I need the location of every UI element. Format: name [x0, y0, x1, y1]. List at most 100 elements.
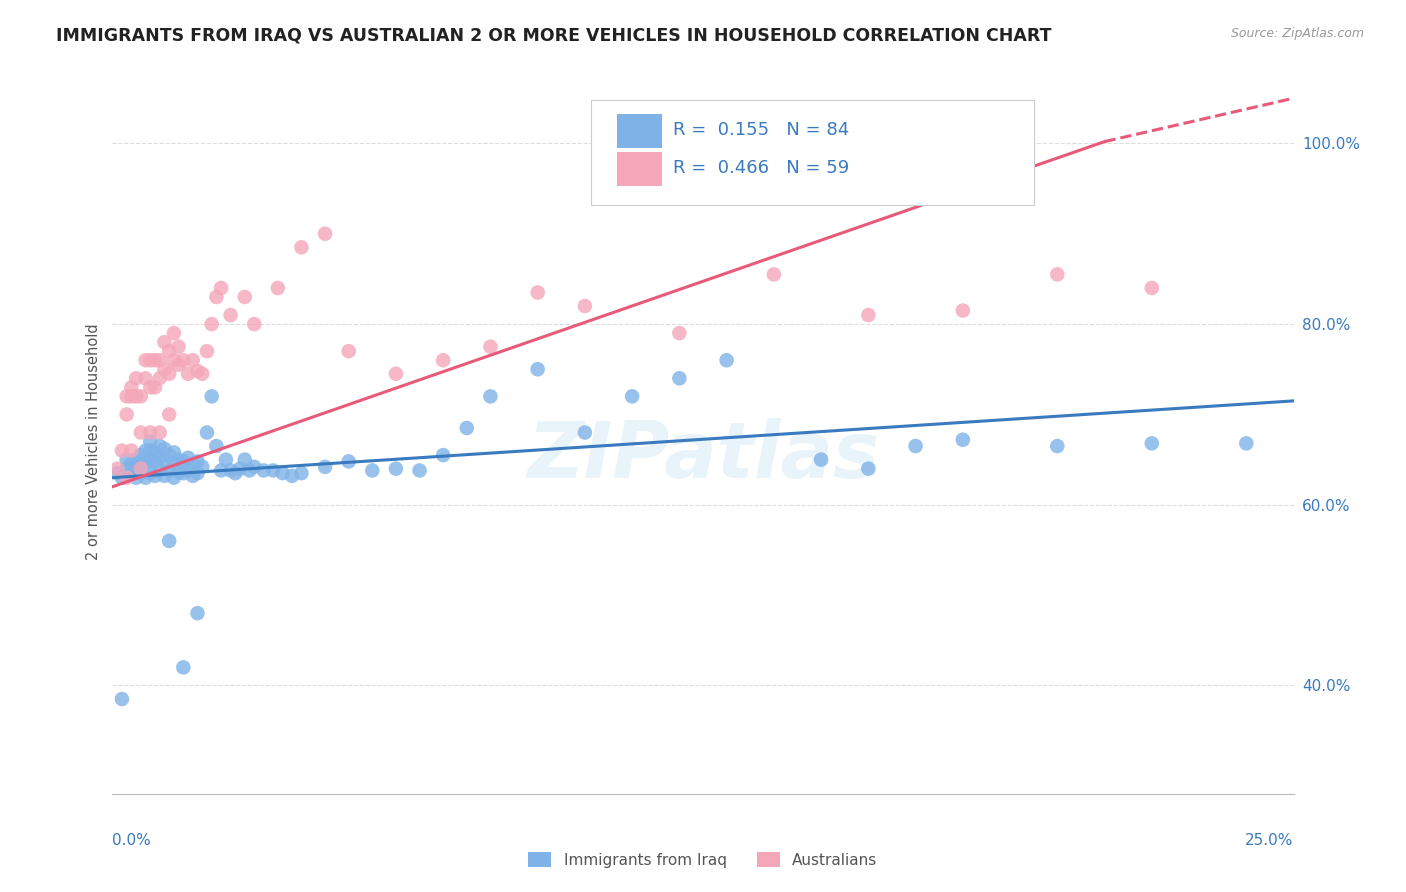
Point	[186, 606, 208, 620]
Point	[337, 344, 360, 359]
Point	[1140, 281, 1163, 295]
Point	[125, 371, 148, 385]
Point	[243, 317, 266, 331]
Point	[172, 466, 194, 480]
Point	[191, 367, 214, 381]
Point	[668, 326, 690, 340]
Point	[337, 454, 360, 468]
Point	[135, 353, 157, 368]
Point	[229, 461, 252, 475]
Point	[195, 344, 218, 359]
Point	[139, 452, 162, 467]
Point	[139, 353, 162, 368]
Point	[762, 268, 785, 282]
Point	[181, 468, 204, 483]
Point	[201, 317, 224, 331]
Point	[143, 445, 166, 459]
Point	[115, 471, 138, 485]
Point	[262, 463, 284, 477]
Point	[526, 285, 548, 300]
Point	[143, 454, 166, 468]
Point	[129, 461, 152, 475]
Point	[314, 459, 336, 474]
Point	[621, 389, 644, 403]
Point	[135, 471, 157, 485]
Point	[153, 454, 176, 468]
Point	[163, 326, 186, 340]
Point	[120, 466, 142, 480]
Point	[115, 452, 138, 467]
Point	[191, 459, 214, 474]
Point	[267, 281, 290, 295]
Point	[125, 471, 148, 485]
Text: ZIPatlas: ZIPatlas	[527, 417, 879, 493]
Point	[111, 692, 134, 706]
Point	[526, 362, 548, 376]
Point	[1046, 439, 1069, 453]
Point	[111, 443, 134, 458]
Point	[135, 457, 157, 471]
Point	[143, 353, 166, 368]
Point	[177, 450, 200, 465]
Text: Source: ZipAtlas.com: Source: ZipAtlas.com	[1230, 27, 1364, 40]
Point	[149, 371, 172, 385]
Point	[858, 461, 880, 475]
Point	[858, 308, 880, 322]
Point	[215, 452, 238, 467]
Point	[219, 463, 242, 477]
Point	[153, 362, 176, 376]
Point	[149, 353, 172, 368]
Point	[574, 299, 596, 313]
Point	[163, 471, 186, 485]
Point	[157, 448, 180, 462]
Point	[172, 454, 194, 468]
Point	[385, 461, 408, 475]
Point	[157, 344, 180, 359]
Point	[163, 457, 186, 471]
Point	[209, 463, 232, 477]
Point	[456, 421, 478, 435]
Point	[186, 466, 208, 480]
Point	[139, 380, 162, 394]
Point	[139, 434, 162, 449]
Point	[135, 443, 157, 458]
Point	[129, 457, 152, 471]
Point	[111, 471, 134, 485]
Point	[243, 459, 266, 474]
Point	[167, 452, 190, 467]
Point	[149, 425, 172, 440]
Point	[120, 380, 142, 394]
Point	[143, 380, 166, 394]
Point	[904, 439, 927, 453]
Point	[163, 445, 186, 459]
FancyBboxPatch shape	[617, 152, 662, 186]
Point	[172, 660, 194, 674]
Point	[153, 335, 176, 350]
Point	[177, 367, 200, 381]
Point	[281, 468, 304, 483]
Point	[186, 364, 208, 378]
Point	[153, 468, 176, 483]
Point	[149, 450, 172, 465]
Point	[149, 463, 172, 477]
Point	[143, 468, 166, 483]
Point	[129, 425, 152, 440]
Point	[479, 389, 502, 403]
Point	[153, 442, 176, 456]
Point	[157, 367, 180, 381]
Point	[574, 425, 596, 440]
Point	[432, 448, 454, 462]
Point	[385, 367, 408, 381]
Point	[129, 389, 152, 403]
Point	[115, 408, 138, 422]
Point	[314, 227, 336, 241]
Point	[157, 463, 180, 477]
Point	[139, 466, 162, 480]
Point	[115, 461, 138, 475]
Point	[115, 389, 138, 403]
Point	[233, 452, 256, 467]
Point	[233, 290, 256, 304]
Point	[125, 389, 148, 403]
Point	[120, 443, 142, 458]
Legend: Immigrants from Iraq, Australians: Immigrants from Iraq, Australians	[523, 846, 883, 873]
